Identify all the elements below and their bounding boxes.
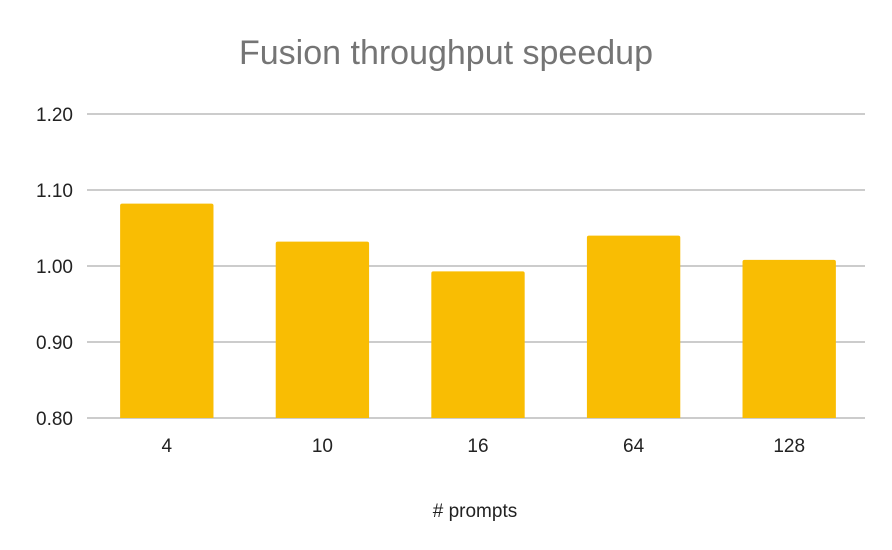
bar-128 xyxy=(742,259,836,418)
x-tick-label: 10 xyxy=(312,436,333,457)
bar-64 xyxy=(586,235,681,418)
x-axis-label: # prompts xyxy=(433,501,517,522)
y-tick-label: 0.90 xyxy=(36,333,73,354)
y-tick-label: 1.10 xyxy=(36,181,73,202)
x-tick-label: 4 xyxy=(162,436,173,457)
bar-4 xyxy=(120,203,214,418)
y-tick-label: 0.80 xyxy=(36,409,73,430)
bar-10 xyxy=(275,241,370,418)
x-tick-label: 64 xyxy=(623,436,645,457)
chart-title: Fusion throughput speedup xyxy=(239,34,653,72)
y-tick-label: 1.20 xyxy=(36,105,73,126)
x-tick-label: 128 xyxy=(773,436,805,457)
bar-16 xyxy=(431,271,525,418)
x-tick-label: 16 xyxy=(467,436,488,457)
y-tick-label: 1.00 xyxy=(36,257,73,278)
